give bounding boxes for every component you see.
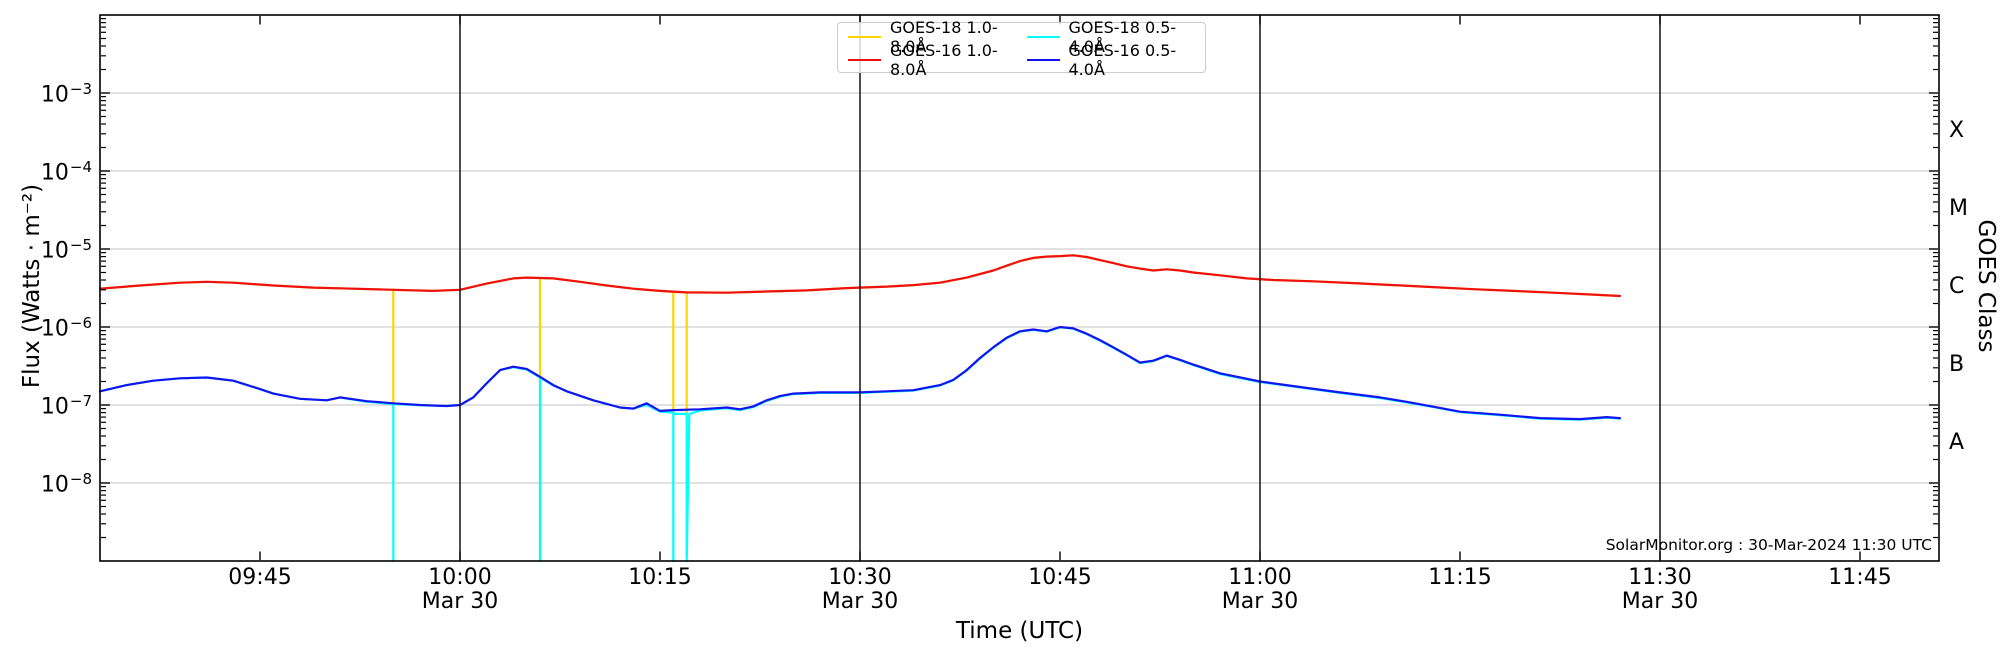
x-date-label: Mar 30 <box>821 589 899 614</box>
y-tick-label: 10−4 <box>40 158 92 186</box>
legend-label: GOES-18 0.5-4.0Å <box>1068 17 1177 56</box>
x-tick-label: 10:30 <box>828 565 892 590</box>
legend-entry: GOES-16 0.5-4.0Å <box>1026 41 1206 79</box>
line-swatch-goes18-short <box>1026 35 1060 38</box>
y-tick-label: 10−5 <box>40 236 92 264</box>
legend: GOES-18 1.0-8.0Å GOES-16 1.0-8.0Å GOES-1… <box>837 18 1206 79</box>
y-axis-title: Flux (Watts · m⁻²) <box>19 183 45 389</box>
series-line-goes16-short <box>98 325 1622 421</box>
line-swatch-goes16-short <box>1026 58 1060 61</box>
y-tick-label: 10−8 <box>40 470 92 498</box>
legend-entry: GOES-18 1.0-8.0Å <box>848 18 1027 56</box>
legend-label: GOES-16 1.0-8.0Å <box>890 40 998 79</box>
x-date-label: Mar 30 <box>421 589 499 614</box>
y-tick-label: 10−6 <box>40 314 92 342</box>
x-tick-label: 11:00 <box>1228 565 1292 590</box>
y-tick-label: 10−7 <box>40 392 92 420</box>
x-tick-label: 11:30 <box>1628 565 1692 590</box>
x-tick-label: 11:15 <box>1428 565 1492 590</box>
x-date-label: Mar 30 <box>1621 589 1699 614</box>
goes-class-letter: C <box>1949 274 1965 299</box>
plot-border <box>99 14 1940 562</box>
x-axis-title: Time (UTC) <box>955 618 1084 644</box>
goes-class-letter: A <box>1949 430 1965 455</box>
legend-label: GOES-16 0.5-4.0Å <box>1068 40 1177 79</box>
x-tick-label: 10:00 <box>428 565 492 590</box>
legend-entry: GOES-18 0.5-4.0Å <box>1026 18 1206 56</box>
goes-class-letter: M <box>1949 196 1968 221</box>
line-swatch-goes16-long <box>848 58 881 61</box>
goes-class-letter: X <box>1949 118 1965 143</box>
line-swatch-goes18-long <box>848 35 881 38</box>
right-axis-title: GOES Class <box>1973 219 1999 353</box>
x-tick-label: 11:45 <box>1828 565 1892 590</box>
series-line-goes16-long <box>98 254 1622 298</box>
legend-label: GOES-18 1.0-8.0Å <box>890 17 998 56</box>
x-tick-label: 09:45 <box>228 565 292 590</box>
watermark-text: SolarMonitor.org : 30-Mar-2024 11:30 UTC <box>1605 536 1932 554</box>
goes-class-letter: B <box>1949 352 1965 377</box>
x-date-label: Mar 30 <box>1221 589 1299 614</box>
legend-entry: GOES-16 1.0-8.0Å <box>848 41 1027 79</box>
y-tick-label: 10−3 <box>40 80 92 108</box>
x-tick-label: 10:45 <box>1028 565 1092 590</box>
x-tick-label: 10:15 <box>628 565 692 590</box>
